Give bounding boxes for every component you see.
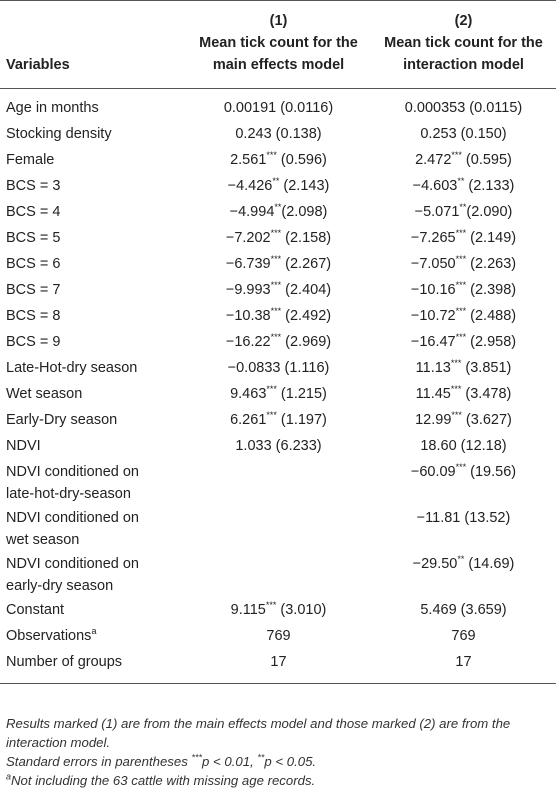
row-label: BCS = 3 [6, 178, 61, 194]
table-row: NDVI conditioned on wet season −11.81 (13… [0, 507, 556, 553]
table-row: Early-Dry season 6.261*** (1.197) 12.99***… [0, 409, 556, 435]
header-column-1: (1) Mean tick count for the main effects… [186, 0, 371, 89]
table-row: NDVI 1.033 (6.233) 18.60 (12.18) [0, 435, 556, 461]
table-row: Female 2.561*** (0.596) 2.472*** (0.595) [0, 149, 556, 175]
row-label: BCS = 6 [6, 256, 61, 272]
footnote-age-records: aNot including the 63 cattle with missin… [6, 771, 552, 790]
interaction-value: 12.99*** (3.627) [415, 410, 512, 428]
interaction-value: 11.13*** (3.851) [415, 358, 512, 376]
main-effects-value [186, 507, 371, 553]
main-effects-value: −4.994**(2.098) [229, 202, 328, 220]
table-row: Observationsa 769 769 [0, 625, 556, 651]
header-col2-number: (2) [454, 13, 473, 29]
main-effects-value: 9.115*** (3.010) [230, 600, 327, 618]
table-body: Age in months 0.00191 (0.0116) 0.000353 (0… [0, 89, 556, 684]
main-effects-value: −4.426** (2.143) [227, 176, 330, 194]
interaction-value: −7.265*** (2.149) [410, 228, 517, 246]
row-label: NDVI conditioned on early-dry season [6, 556, 139, 594]
table-row: BCS = 9 −16.22*** (2.969) −16.47*** (2.958… [0, 331, 556, 357]
table-row: BCS = 5 −7.202*** (2.158) −7.265*** (2.149… [0, 227, 556, 253]
interaction-value: −29.50** (14.69) [412, 554, 515, 572]
row-label: Number of groups [0, 651, 186, 684]
table-row: BCS = 6 −6.739*** (2.267) −7.050*** (2.263… [0, 253, 556, 279]
table-row: Wet season 9.463*** (1.215) 11.45*** (3.47… [0, 383, 556, 409]
main-effects-value: 2.561*** (0.596) [230, 150, 327, 168]
table-row: Late-Hot-dry season −0.0833 (1.116) 11.13*… [0, 357, 556, 383]
row-label: BCS = 8 [6, 308, 61, 324]
interaction-value: 5.469 (3.659) [420, 602, 507, 618]
row-label: NDVI conditioned on wet season [6, 510, 139, 548]
interaction-value: 11.45*** (3.478) [415, 384, 512, 402]
interaction-value: 0.253 (0.150) [420, 126, 507, 142]
main-effects-value: 17 [186, 651, 371, 684]
footnote-age-text: Not including the 63 cattle with missing… [11, 773, 316, 788]
interaction-value: −4.603** (2.133) [412, 176, 515, 194]
row-label: BCS = 4 [6, 204, 61, 220]
interaction-value: −7.050*** (2.263) [410, 254, 517, 272]
table-row: BCS = 4 −4.994**(2.098) −5.071**(2.090) [0, 201, 556, 227]
main-effects-value: 769 [266, 628, 291, 644]
table-row: Constant 9.115*** (3.010) 5.469 (3.659) [0, 599, 556, 625]
header-col1-number: (1) [269, 13, 288, 29]
row-label: BCS = 7 [6, 282, 61, 298]
table-row: Number of groups 17 17 [0, 651, 556, 684]
row-label: Female [6, 152, 55, 168]
interaction-value: −11.81 (13.52) [416, 510, 511, 526]
main-effects-value: 9.463*** (1.215) [230, 384, 327, 402]
main-effects-value [186, 553, 371, 599]
footnote-marker: a [6, 771, 12, 782]
interaction-value: −10.72*** (2.488) [410, 306, 517, 324]
footnote-significance: Standard errors in parentheses ***p < 0.… [6, 752, 317, 769]
main-effects-value: 0.243 (0.138) [235, 126, 322, 142]
header-column-2: (2) Mean tick count for the interaction … [371, 0, 556, 89]
table-footnotes: Results marked (1) are from the main eff… [6, 714, 552, 790]
main-effects-value: −0.0833 (1.116) [227, 360, 330, 376]
header-col2-title: Mean tick count for the interaction mode… [384, 35, 543, 73]
main-effects-value: −10.38*** (2.492) [225, 306, 332, 324]
regression-table: Variables (1) Mean tick count for the ma… [0, 0, 556, 684]
main-effects-value: −16.22*** (2.969) [225, 332, 332, 350]
row-label: Stocking density [6, 126, 112, 142]
main-effects-value: 1.033 (6.233) [235, 438, 322, 454]
row-label: Observationsa [6, 626, 97, 644]
table-header-row: Variables (1) Mean tick count for the ma… [0, 0, 556, 89]
row-label: BCS = 9 [6, 334, 61, 350]
row-label: NDVI conditioned on late-hot-dry-season [6, 464, 139, 502]
row-label: NDVI [6, 438, 41, 454]
main-effects-value: −9.993*** (2.404) [225, 280, 332, 298]
table-row: BCS = 7 −9.993*** (2.404) −10.16*** (2.398… [0, 279, 556, 305]
table-row: NDVI conditioned on early-dry season −29.… [0, 553, 556, 599]
main-effects-value [186, 461, 371, 507]
header-variables: Variables [0, 0, 186, 89]
interaction-value: −5.071**(2.090) [414, 202, 513, 220]
table-row: BCS = 8 −10.38*** (2.492) −10.72*** (2.488… [0, 305, 556, 331]
row-label: Late-Hot-dry season [6, 360, 138, 376]
interaction-value: 2.472*** (0.595) [415, 150, 512, 168]
footnote-models: Results marked (1) are from the main eff… [6, 716, 511, 750]
interaction-value: 0.000353 (0.0115) [404, 100, 523, 116]
interaction-value: 769 [451, 628, 476, 644]
table-row: Age in months 0.00191 (0.0116) 0.000353 (0… [0, 89, 556, 124]
interaction-value: 17 [371, 651, 556, 684]
interaction-value: −16.47*** (2.958) [410, 332, 517, 350]
table-row: Stocking density 0.243 (0.138) 0.253 (0.15… [0, 123, 556, 149]
table-row: BCS = 3 −4.426** (2.143) −4.603** (2.133) [0, 175, 556, 201]
interaction-value: 18.60 (12.18) [420, 438, 507, 454]
main-effects-value: 0.00191 (0.0116) [223, 100, 334, 116]
interaction-value: −60.09*** (19.56) [410, 462, 517, 480]
main-effects-value: 6.261*** (1.197) [230, 410, 327, 428]
row-label: Early-Dry season [6, 412, 118, 428]
row-label: Wet season [6, 386, 83, 402]
header-col1-title: Mean tick count for the main effects mod… [199, 35, 358, 73]
row-label: Age in months [6, 100, 99, 116]
main-effects-value: −6.739*** (2.267) [225, 254, 332, 272]
row-label: BCS = 5 [6, 230, 61, 246]
interaction-value: −10.16*** (2.398) [410, 280, 517, 298]
table-row: NDVI conditioned on late-hot-dry-season −… [0, 461, 556, 507]
row-label: Constant [6, 602, 65, 618]
main-effects-value: −7.202*** (2.158) [225, 228, 332, 246]
